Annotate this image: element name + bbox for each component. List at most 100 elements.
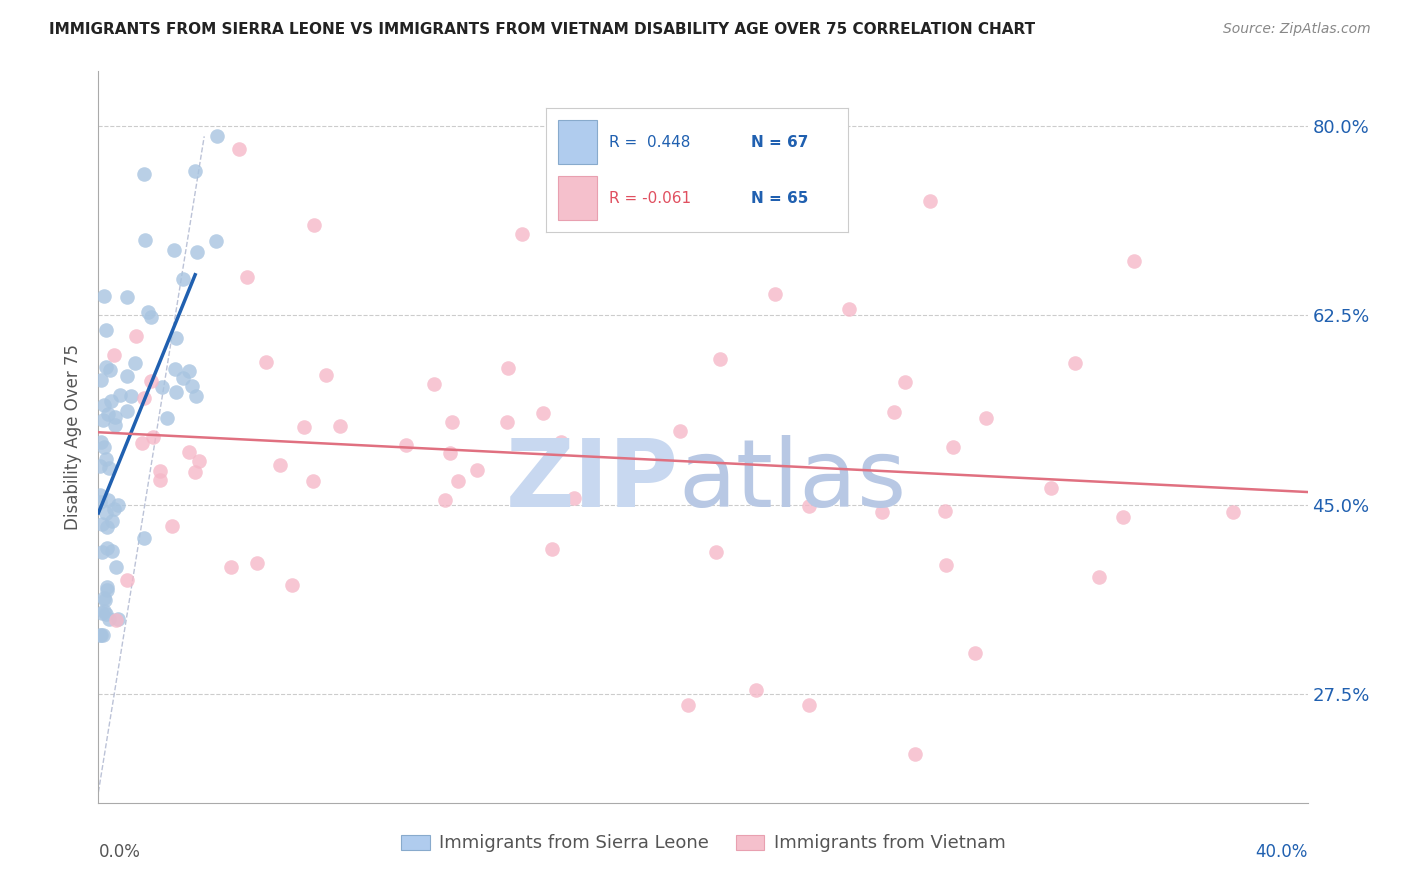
Point: [676, 698, 699, 713]
Point: [510, 227, 533, 241]
Point: [302, 475, 325, 489]
Point: [136, 305, 159, 319]
Point: [91, 413, 114, 427]
Point: [104, 613, 127, 627]
Point: [110, 388, 132, 402]
Point: [103, 502, 125, 516]
Point: [97, 493, 120, 508]
Point: [97, 460, 120, 475]
Point: [446, 474, 468, 488]
Point: [165, 384, 187, 399]
Text: IMMIGRANTS FROM SIERRA LEONE VS IMMIGRANTS FROM VIETNAM DISABILITY AGE OVER 75 C: IMMIGRANTS FROM SIERRA LEONE VS IMMIGRAN…: [49, 22, 1035, 37]
Point: [97, 407, 120, 421]
Point: [562, 491, 585, 505]
Point: [94, 359, 117, 374]
Point: [89, 488, 111, 502]
Y-axis label: Disability Age Over 75: Disability Age Over 75: [65, 344, 83, 530]
Point: [1088, 570, 1111, 584]
Point: [177, 445, 200, 459]
Point: [165, 361, 187, 376]
Point: [184, 163, 207, 178]
Point: [281, 578, 304, 592]
Point: [302, 219, 325, 233]
Point: [186, 245, 208, 260]
Point: [96, 583, 118, 598]
Point: [89, 459, 111, 474]
Point: [883, 405, 905, 419]
Point: [904, 747, 927, 761]
Point: [149, 464, 172, 478]
Point: [186, 389, 208, 403]
Point: [105, 560, 128, 574]
Point: [184, 465, 207, 479]
Point: [94, 323, 117, 337]
Point: [177, 364, 200, 378]
Point: [115, 573, 138, 587]
Point: [124, 356, 146, 370]
Point: [117, 290, 139, 304]
Point: [93, 399, 115, 413]
Point: [187, 454, 209, 468]
Point: [132, 167, 155, 181]
Point: [91, 544, 114, 558]
Point: [96, 581, 118, 595]
Point: [96, 607, 118, 621]
Point: [172, 272, 194, 286]
Point: [156, 411, 179, 425]
Point: [89, 495, 111, 509]
Point: [745, 682, 768, 697]
Point: [101, 543, 124, 558]
Point: [90, 517, 112, 532]
Point: [90, 628, 112, 642]
Point: [934, 504, 956, 518]
Point: [172, 371, 194, 385]
Point: [763, 287, 786, 301]
Point: [439, 446, 461, 460]
Point: [540, 541, 562, 556]
Point: [533, 406, 555, 420]
Point: [134, 233, 156, 247]
Point: [1039, 481, 1062, 495]
Point: [103, 348, 125, 362]
Point: [96, 541, 118, 556]
Point: [90, 435, 112, 450]
Point: [935, 558, 957, 573]
Point: [963, 647, 986, 661]
Point: [1222, 505, 1244, 519]
Point: [93, 591, 115, 605]
Text: 40.0%: 40.0%: [1256, 843, 1308, 861]
Point: [94, 506, 117, 520]
Point: [98, 363, 121, 377]
Point: [228, 143, 250, 157]
Point: [423, 377, 446, 392]
Point: [132, 531, 155, 545]
Point: [550, 435, 572, 450]
Point: [93, 605, 115, 619]
Point: [91, 628, 114, 642]
Point: [205, 234, 228, 248]
Text: ZIP: ZIP: [506, 435, 679, 527]
Legend: Immigrants from Sierra Leone, Immigrants from Vietnam: Immigrants from Sierra Leone, Immigrants…: [394, 827, 1012, 860]
Point: [918, 194, 941, 209]
Point: [107, 611, 129, 625]
Point: [90, 373, 112, 387]
Point: [434, 493, 457, 508]
Point: [254, 355, 277, 369]
Point: [942, 440, 965, 454]
Point: [139, 310, 162, 324]
Point: [160, 519, 183, 533]
Point: [668, 424, 690, 438]
Text: 0.0%: 0.0%: [98, 843, 141, 861]
Point: [974, 410, 997, 425]
Point: [709, 352, 731, 367]
Point: [101, 514, 124, 528]
Point: [115, 403, 138, 417]
Point: [872, 505, 894, 519]
Point: [139, 375, 162, 389]
Point: [132, 391, 155, 405]
Point: [125, 328, 148, 343]
Point: [797, 698, 820, 713]
Point: [496, 360, 519, 375]
Point: [94, 593, 117, 607]
Point: [98, 611, 121, 625]
